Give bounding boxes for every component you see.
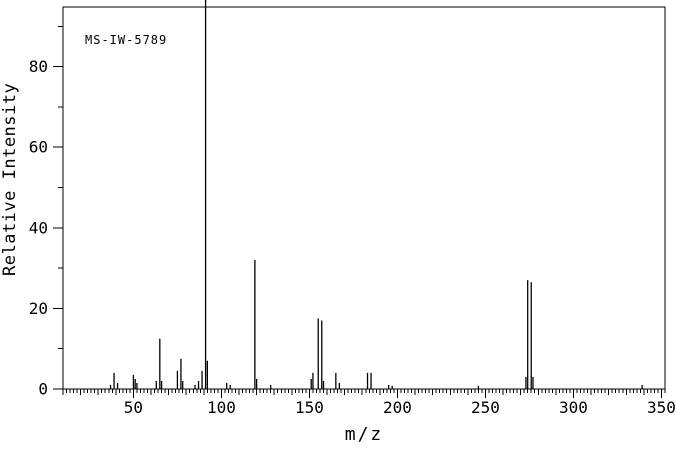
x-axis-tick-label: 350 xyxy=(647,398,676,417)
spectrum-id-annotation: MS-IW-5789 xyxy=(85,33,168,47)
x-axis-tick-label: 300 xyxy=(559,398,588,417)
y-axis-tick-label: 40 xyxy=(29,218,48,237)
x-axis-tick-label: 200 xyxy=(383,398,412,417)
y-axis-tick-label: 20 xyxy=(29,299,48,318)
x-axis-tick-label: 50 xyxy=(124,398,143,417)
x-axis-title: m/z xyxy=(344,424,384,445)
plot-frame xyxy=(62,6,666,390)
y-axis-tick-label: 60 xyxy=(29,138,48,157)
x-axis-tick-label: 250 xyxy=(471,398,500,417)
y-axis-title: Relative Intensity xyxy=(0,82,20,276)
y-axis-tick-label: 0 xyxy=(38,380,48,399)
x-axis-tick-label: 150 xyxy=(295,398,324,417)
y-axis-tick-label: 80 xyxy=(29,57,48,76)
x-axis-tick-label: 100 xyxy=(207,398,236,417)
